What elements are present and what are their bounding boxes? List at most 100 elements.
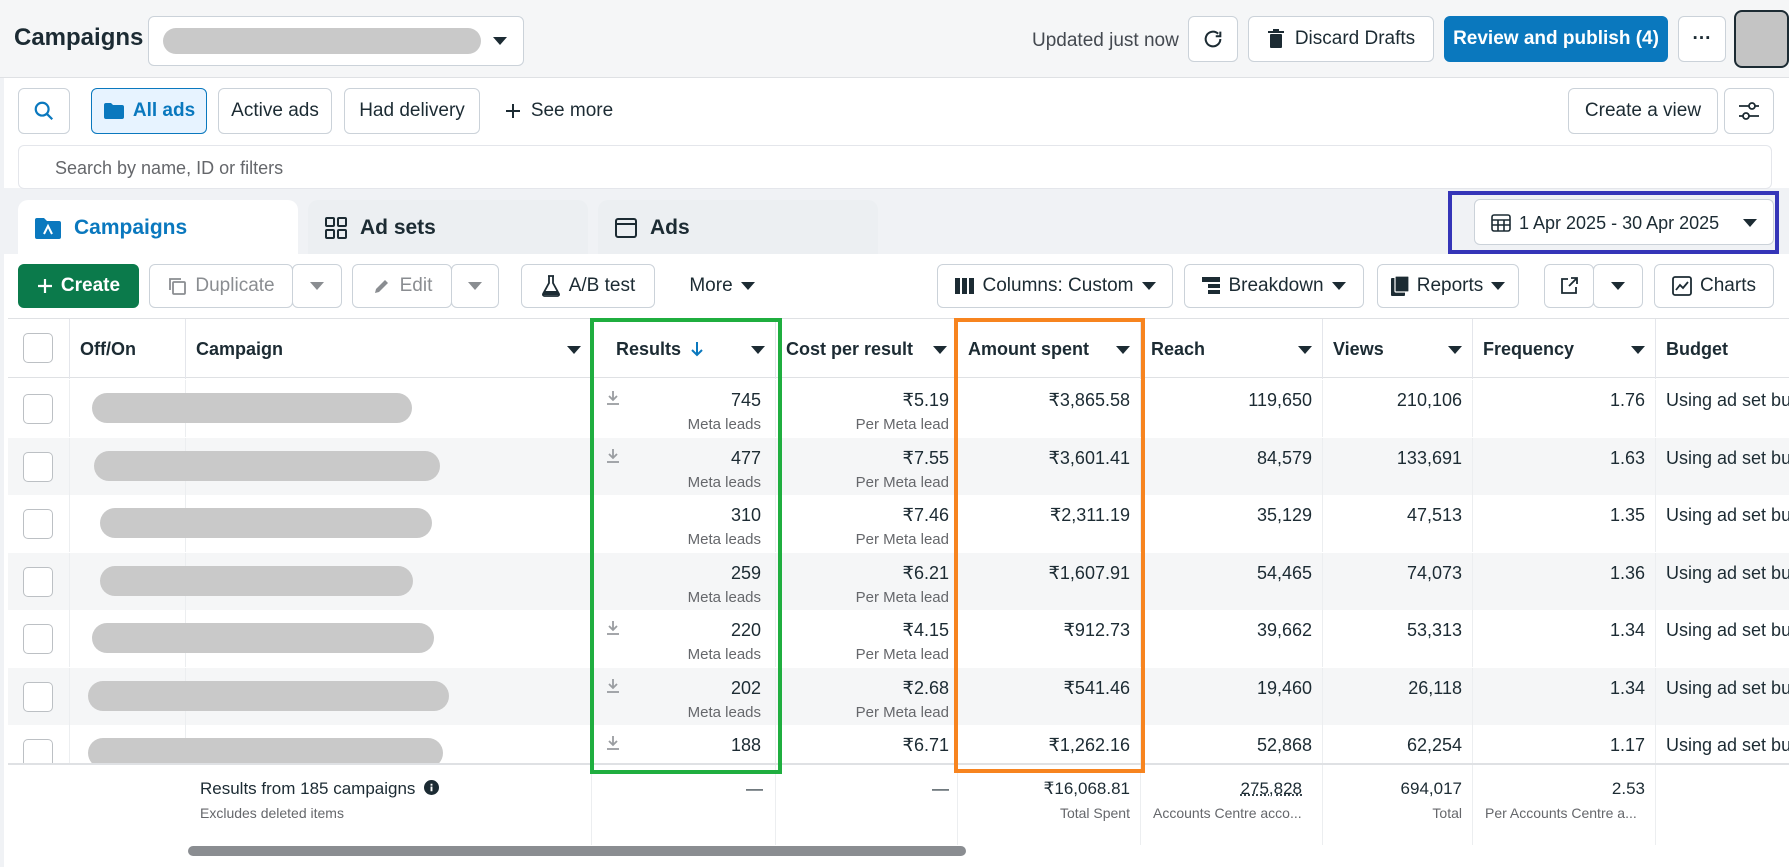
col-cost-per-result[interactable]: Cost per result xyxy=(776,319,958,379)
account-selector[interactable] xyxy=(148,16,524,66)
table-row[interactable]: 310 Meta leads ₹7.46 Per Meta lead ₹2,311.19… xyxy=(8,495,1789,552)
footer-reach-sub: Accounts Centre acco... xyxy=(1153,805,1302,821)
col-views[interactable]: Views xyxy=(1323,319,1473,379)
chevron-down-icon xyxy=(933,346,947,354)
discard-drafts-button[interactable]: Discard Drafts xyxy=(1248,16,1434,62)
date-range-picker[interactable]: 1 Apr 2025 - 30 Apr 2025 xyxy=(1474,199,1774,245)
more-actions-button[interactable]: More xyxy=(672,264,772,308)
views-value: 62,254 xyxy=(1406,735,1462,755)
budget-value: Using ad set bu xyxy=(1666,447,1789,468)
row-checkbox[interactable] xyxy=(23,451,53,482)
info-icon[interactable] xyxy=(424,780,440,795)
budget-cell: Using ad set bu xyxy=(1656,380,1789,437)
table-row[interactable]: 259 Meta leads ₹6.21 Per Meta lead ₹1,607.91… xyxy=(8,552,1789,610)
search-placeholder: Search by name, ID or filters xyxy=(55,158,284,178)
download-icon[interactable] xyxy=(606,678,620,694)
duplicate-dropdown-button[interactable] xyxy=(292,264,342,308)
table-row[interactable]: 202 Meta leads ₹2.68 Per Meta lead ₹541.46 19… xyxy=(8,667,1789,725)
refresh-button[interactable] xyxy=(1188,16,1238,62)
avatar[interactable] xyxy=(1734,10,1789,68)
chevron-down-icon xyxy=(1116,346,1130,354)
campaign-name-redacted xyxy=(100,508,432,538)
results-sublabel: Meta leads xyxy=(687,416,761,433)
duplicate-button[interactable]: Duplicate xyxy=(149,264,293,308)
views-value: 53,313 xyxy=(1406,620,1462,640)
filter-all-ads[interactable]: All ads xyxy=(91,88,207,134)
frequency-value: 1.34 xyxy=(1609,620,1645,640)
reach-cell: 52,868 xyxy=(1141,725,1323,782)
edit-dropdown-button[interactable] xyxy=(451,264,499,308)
budget-value: Using ad set bu xyxy=(1666,677,1789,698)
col-off-on[interactable]: Off/On xyxy=(70,319,186,379)
edit-button[interactable]: Edit xyxy=(352,264,452,308)
col-budget[interactable]: Budget xyxy=(1656,319,1789,379)
filter-active-ads-label: Active ads xyxy=(231,100,319,121)
footer-reach[interactable]: 275,828 xyxy=(1240,779,1302,798)
chevron-down-icon xyxy=(751,346,765,354)
results-value: 188 xyxy=(730,735,761,755)
footer-results-cell: — xyxy=(592,765,776,845)
download-icon[interactable] xyxy=(606,448,620,464)
chevron-down-icon xyxy=(1298,346,1312,354)
spent-cell: ₹541.46 xyxy=(958,667,1141,725)
reach-cell: 39,662 xyxy=(1141,610,1323,667)
export-dropdown-button[interactable] xyxy=(1593,264,1643,308)
col-frequency[interactable]: Frequency xyxy=(1473,319,1656,379)
review-publish-button[interactable]: Review and publish (4) xyxy=(1444,16,1668,62)
ab-test-button[interactable]: A/B test xyxy=(521,264,655,308)
charts-button[interactable]: Charts xyxy=(1654,264,1774,308)
row-checkbox[interactable] xyxy=(23,681,53,712)
select-all-checkbox[interactable] xyxy=(23,333,53,363)
select-all-cell xyxy=(8,319,70,379)
col-reach[interactable]: Reach xyxy=(1141,319,1323,379)
spent-cell: ₹3,865.58 xyxy=(958,380,1141,437)
download-icon[interactable] xyxy=(606,735,620,751)
table-row[interactable]: 745 Meta leads ₹5.19 Per Meta lead ₹3,865.58… xyxy=(8,380,1789,437)
row-checkbox[interactable] xyxy=(23,394,53,424)
row-checkbox[interactable] xyxy=(23,509,53,539)
spent-value: ₹2,311.19 xyxy=(1049,505,1130,525)
export-button[interactable] xyxy=(1544,264,1594,308)
footer-frequency-cell: 2.53 Per Accounts Centre a... xyxy=(1473,765,1656,845)
footer-summary-sub: Excludes deleted items xyxy=(200,805,344,821)
create-button[interactable]: Create xyxy=(18,264,139,308)
chevron-down-icon xyxy=(1331,282,1346,290)
filter-had-delivery[interactable]: Had delivery xyxy=(344,88,480,134)
reports-icon xyxy=(1390,276,1409,296)
tab-ad-sets[interactable]: Ad sets xyxy=(308,200,588,256)
budget-cell: Using ad set bu xyxy=(1656,610,1789,667)
col-campaign[interactable]: Campaign xyxy=(186,319,592,379)
search-input[interactable]: Search by name, ID or filters xyxy=(18,145,1772,189)
download-icon[interactable] xyxy=(606,620,620,636)
columns-button[interactable]: Columns: Custom xyxy=(937,264,1173,308)
filter-active-ads[interactable]: Active ads xyxy=(218,88,332,134)
frequency-value: 1.35 xyxy=(1609,505,1645,525)
col-reach-label: Reach xyxy=(1151,338,1206,359)
row-checkbox[interactable] xyxy=(23,566,53,597)
more-options-button[interactable]: ··· xyxy=(1678,16,1726,62)
col-amount-spent[interactable]: Amount spent xyxy=(958,319,1141,379)
horizontal-scrollbar[interactable] xyxy=(188,846,966,856)
col-results[interactable]: Results xyxy=(592,319,776,379)
see-more-button[interactable]: See more xyxy=(496,88,622,134)
table-row[interactable]: 477 Meta leads ₹7.55 Per Meta lead ₹3,601.41… xyxy=(8,437,1789,495)
views-cell: 47,513 xyxy=(1323,495,1473,552)
create-view-button[interactable]: Create a view xyxy=(1568,88,1718,134)
chevron-down-icon xyxy=(1141,282,1156,290)
discard-drafts-label: Discard Drafts xyxy=(1294,28,1416,49)
budget-cell: Using ad set bu xyxy=(1656,438,1789,495)
breakdown-button[interactable]: Breakdown xyxy=(1184,264,1364,308)
col-budget-label: Budget xyxy=(1666,338,1728,359)
row-checkbox[interactable] xyxy=(23,624,53,654)
search-toggle-button[interactable] xyxy=(18,88,70,134)
reports-button[interactable]: Reports xyxy=(1377,264,1519,308)
spent-value: ₹912.73 xyxy=(1063,620,1130,640)
table-row[interactable]: 220 Meta leads ₹4.15 Per Meta lead ₹912.73 39… xyxy=(8,610,1789,667)
ad-window-icon xyxy=(614,217,638,239)
view-settings-button[interactable] xyxy=(1724,88,1774,134)
tab-ads[interactable]: Ads xyxy=(598,200,878,256)
download-icon[interactable] xyxy=(606,390,620,406)
cost-value: ₹6.21 xyxy=(902,562,950,583)
footer-views-cell: 694,017 Total xyxy=(1323,765,1473,845)
tab-campaigns[interactable]: Campaigns xyxy=(18,200,298,256)
